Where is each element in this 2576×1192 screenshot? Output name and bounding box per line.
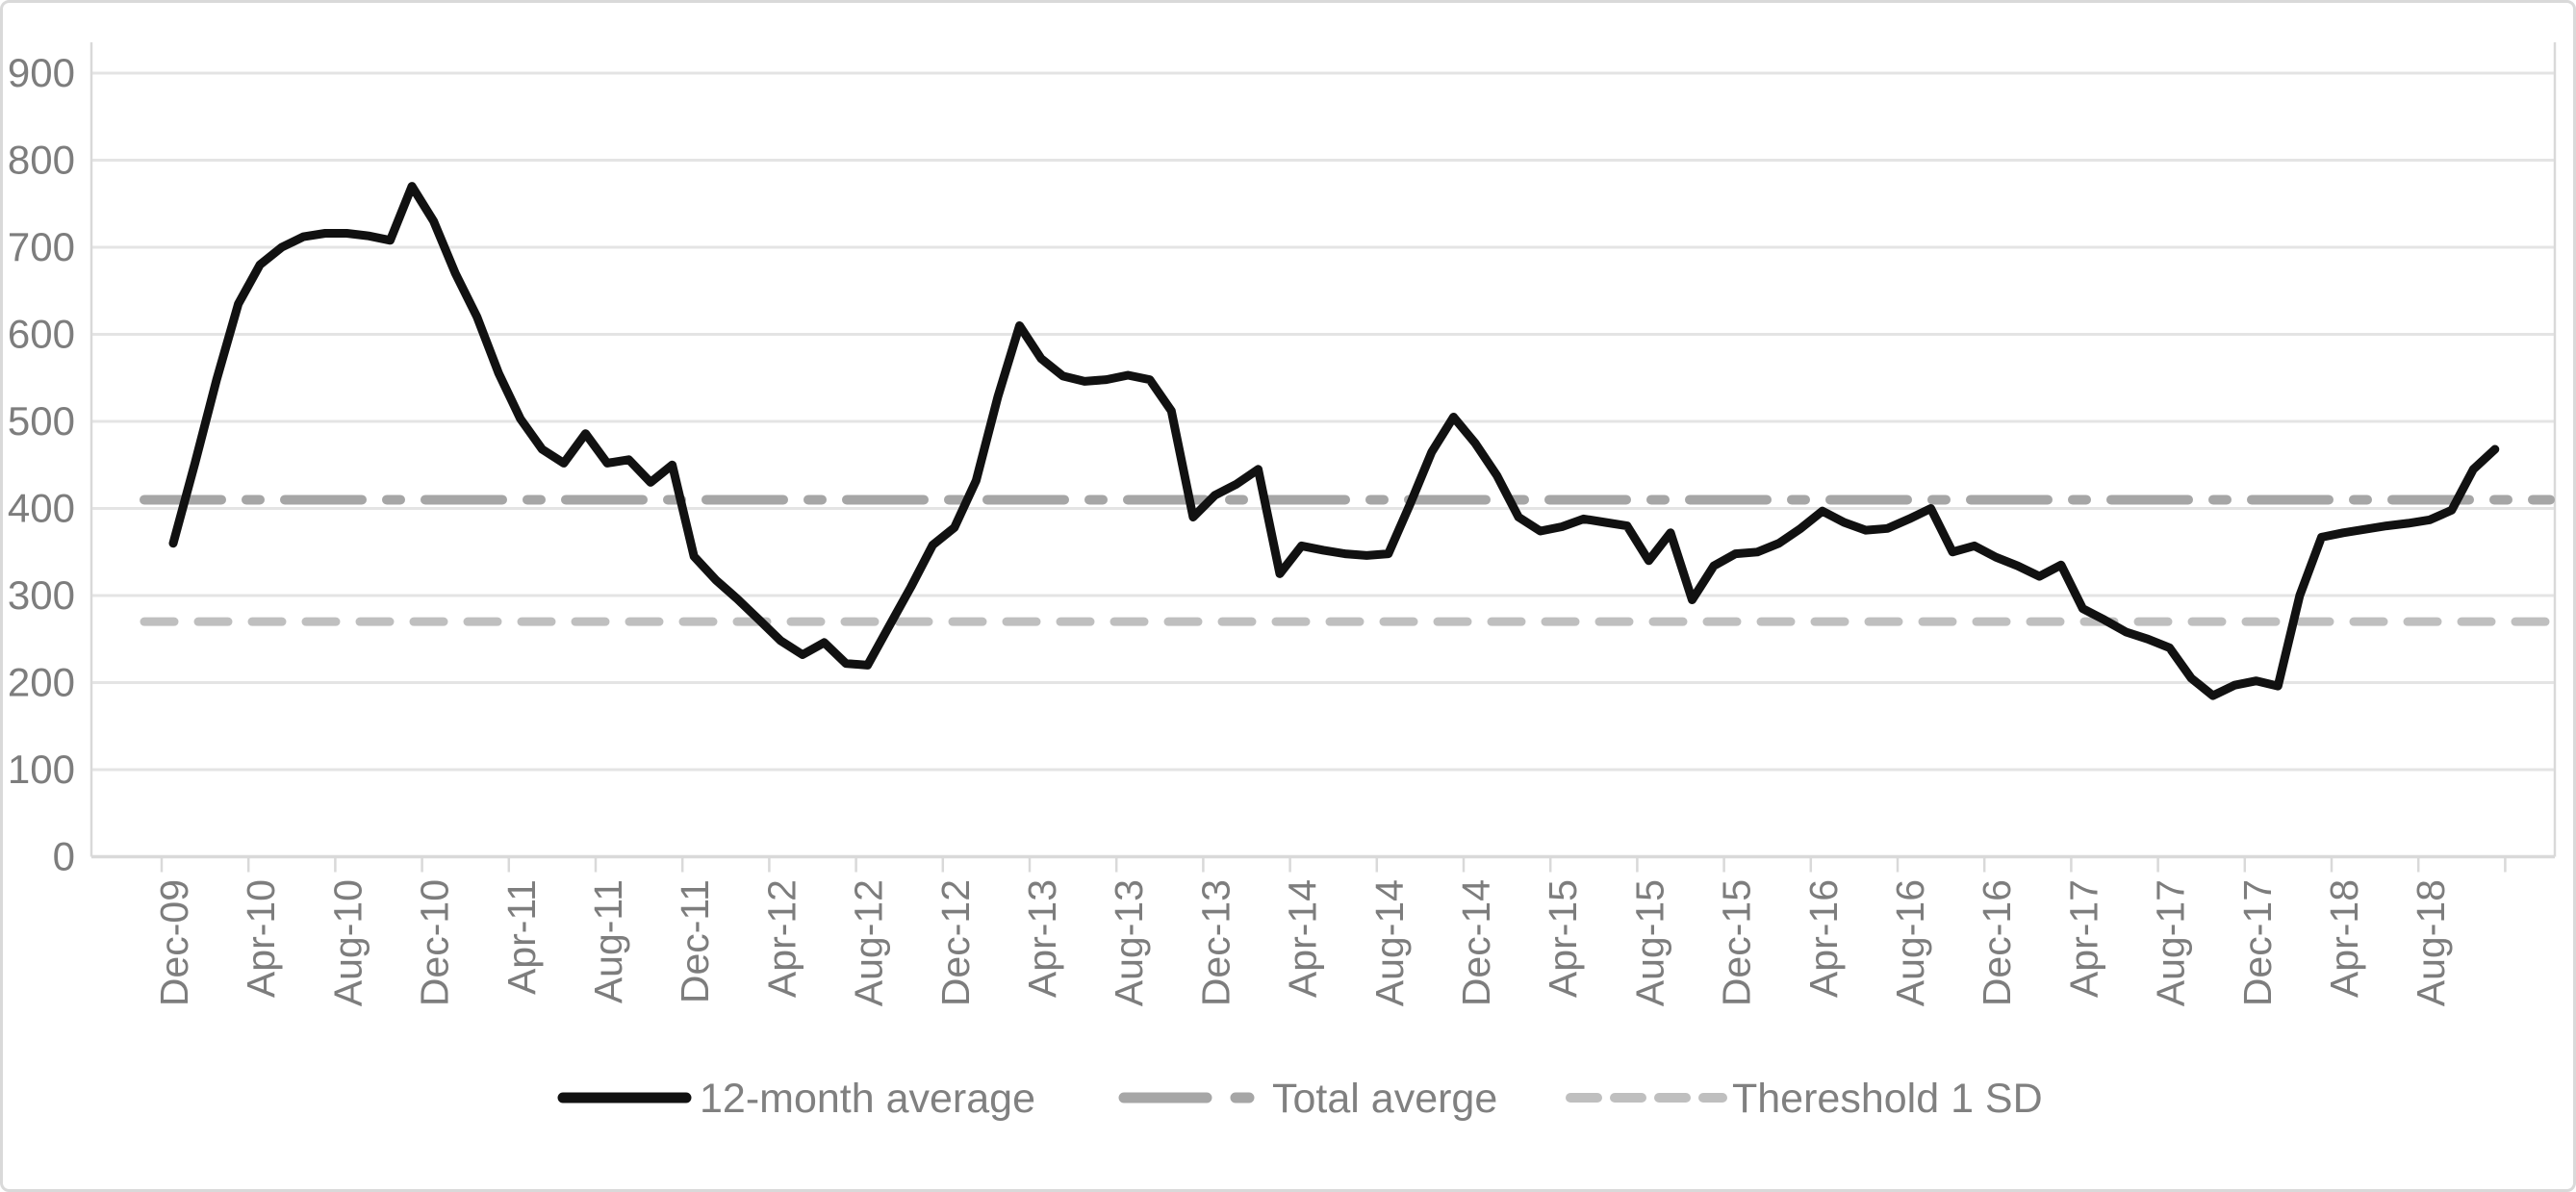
x-axis-label-Aug-17: Aug-17: [2149, 879, 2193, 1006]
x-axis-label-Apr-14: Apr-14: [1281, 879, 1325, 998]
x-axis-label-Dec-12: Dec-12: [933, 879, 978, 1006]
y-axis-label-300: 300: [8, 572, 75, 618]
legend-label: 12-month average: [700, 1076, 1035, 1122]
x-axis-label-Dec-14: Dec-14: [1454, 879, 1498, 1006]
legend-label: Thereshold 1 SD: [1732, 1076, 2043, 1122]
y-axis-label-800: 800: [8, 138, 75, 183]
x-axis-label-Aug-15: Aug-15: [1627, 879, 1671, 1006]
x-axis-label-Aug-13: Aug-13: [1107, 879, 1151, 1006]
y-axis-label-900: 900: [8, 50, 75, 95]
x-axis-label-Dec-11: Dec-11: [673, 879, 717, 1003]
x-axis-label-Apr-16: Apr-16: [1801, 879, 1846, 998]
legend-item-thereshold-1-sd[interactable]: Thereshold 1 SD: [1566, 1076, 2043, 1122]
x-axis-label-Apr-12: Apr-12: [759, 879, 803, 998]
x-axis-label-Dec-09: Dec-09: [152, 879, 196, 1006]
legend-item-12-month-average[interactable]: 12-month average: [557, 1076, 1035, 1122]
y-axis-label-500: 500: [8, 398, 75, 444]
x-axis-label-Aug-16: Aug-16: [1888, 879, 1932, 1006]
x-axis-label-Aug-12: Aug-12: [847, 879, 891, 1006]
x-axis-label-Dec-13: Dec-13: [1193, 879, 1237, 1006]
x-axis-label-Dec-16: Dec-16: [1975, 879, 2019, 1006]
x-axis-label-Apr-11: Apr-11: [499, 879, 544, 995]
x-axis-label-Aug-18: Aug-18: [2409, 879, 2453, 1006]
x-axis-label-Apr-18: Apr-18: [2322, 879, 2366, 998]
x-axis-label-Aug-11: Aug-11: [586, 879, 630, 1003]
y-axis-label-0: 0: [53, 834, 75, 879]
x-axis-label-Apr-13: Apr-13: [1020, 879, 1064, 998]
x-axis-label-Aug-14: Aug-14: [1367, 879, 1412, 1006]
x-axis-label-Dec-17: Dec-17: [2235, 879, 2280, 1006]
x-axis-label-Dec-10: Dec-10: [413, 879, 457, 1006]
y-axis-label-200: 200: [8, 660, 75, 705]
y-axis-label-700: 700: [8, 224, 75, 269]
legend-label: Total averge: [1272, 1076, 1497, 1122]
y-axis-label-600: 600: [8, 312, 75, 357]
y-axis-label-100: 100: [8, 747, 75, 792]
y-axis-label-400: 400: [8, 486, 75, 531]
x-axis-label-Apr-17: Apr-17: [2061, 879, 2105, 998]
legend-item-total-averge[interactable]: Total averge: [1118, 1076, 1497, 1122]
x-axis-label-Dec-15: Dec-15: [1715, 879, 1759, 1006]
x-axis-label-Apr-10: Apr-10: [239, 879, 283, 998]
series-12-month-average: [168, 182, 2500, 700]
x-axis-label-Apr-15: Apr-15: [1541, 879, 1585, 998]
x-axis-label-Aug-10: Aug-10: [325, 879, 370, 1006]
